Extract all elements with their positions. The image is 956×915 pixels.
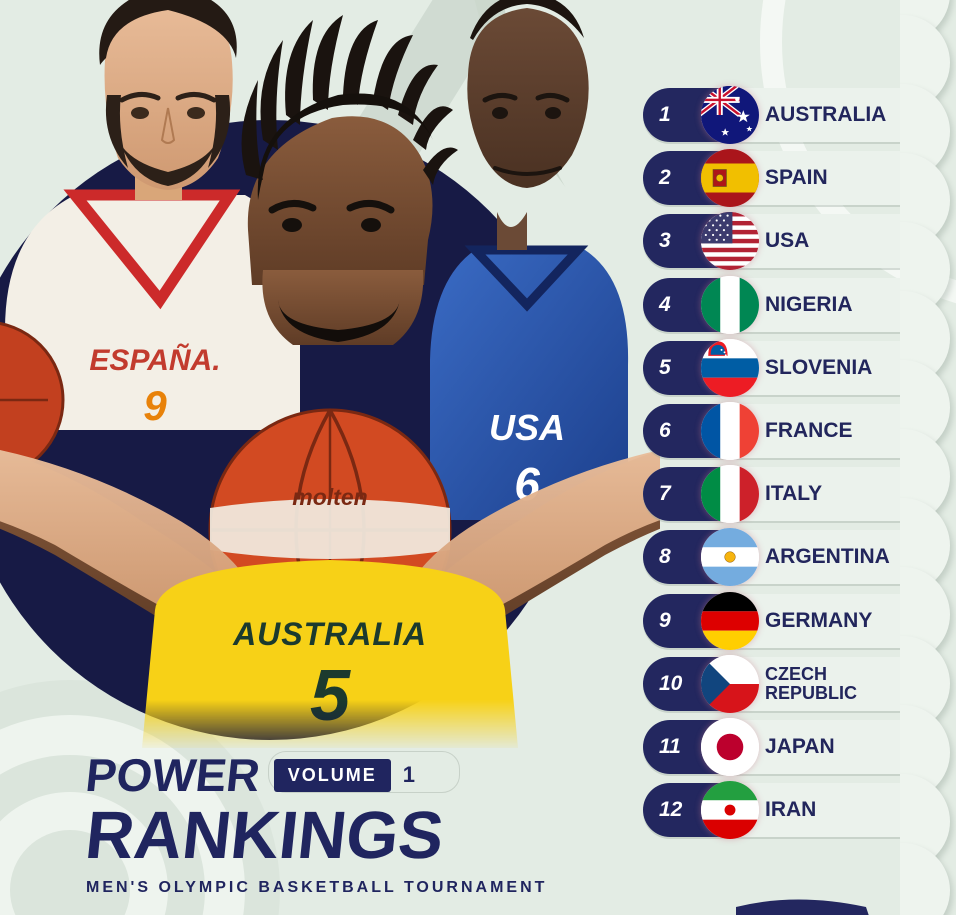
svg-text:USA: USA bbox=[489, 407, 565, 448]
svg-text:5: 5 bbox=[310, 656, 351, 736]
svg-text:ESPAÑA.: ESPAÑA. bbox=[89, 343, 220, 377]
svg-text:AUSTRALIA: AUSTRALIA bbox=[232, 616, 427, 652]
svg-text:molten: molten bbox=[292, 484, 367, 510]
svg-text:9: 9 bbox=[143, 382, 167, 429]
